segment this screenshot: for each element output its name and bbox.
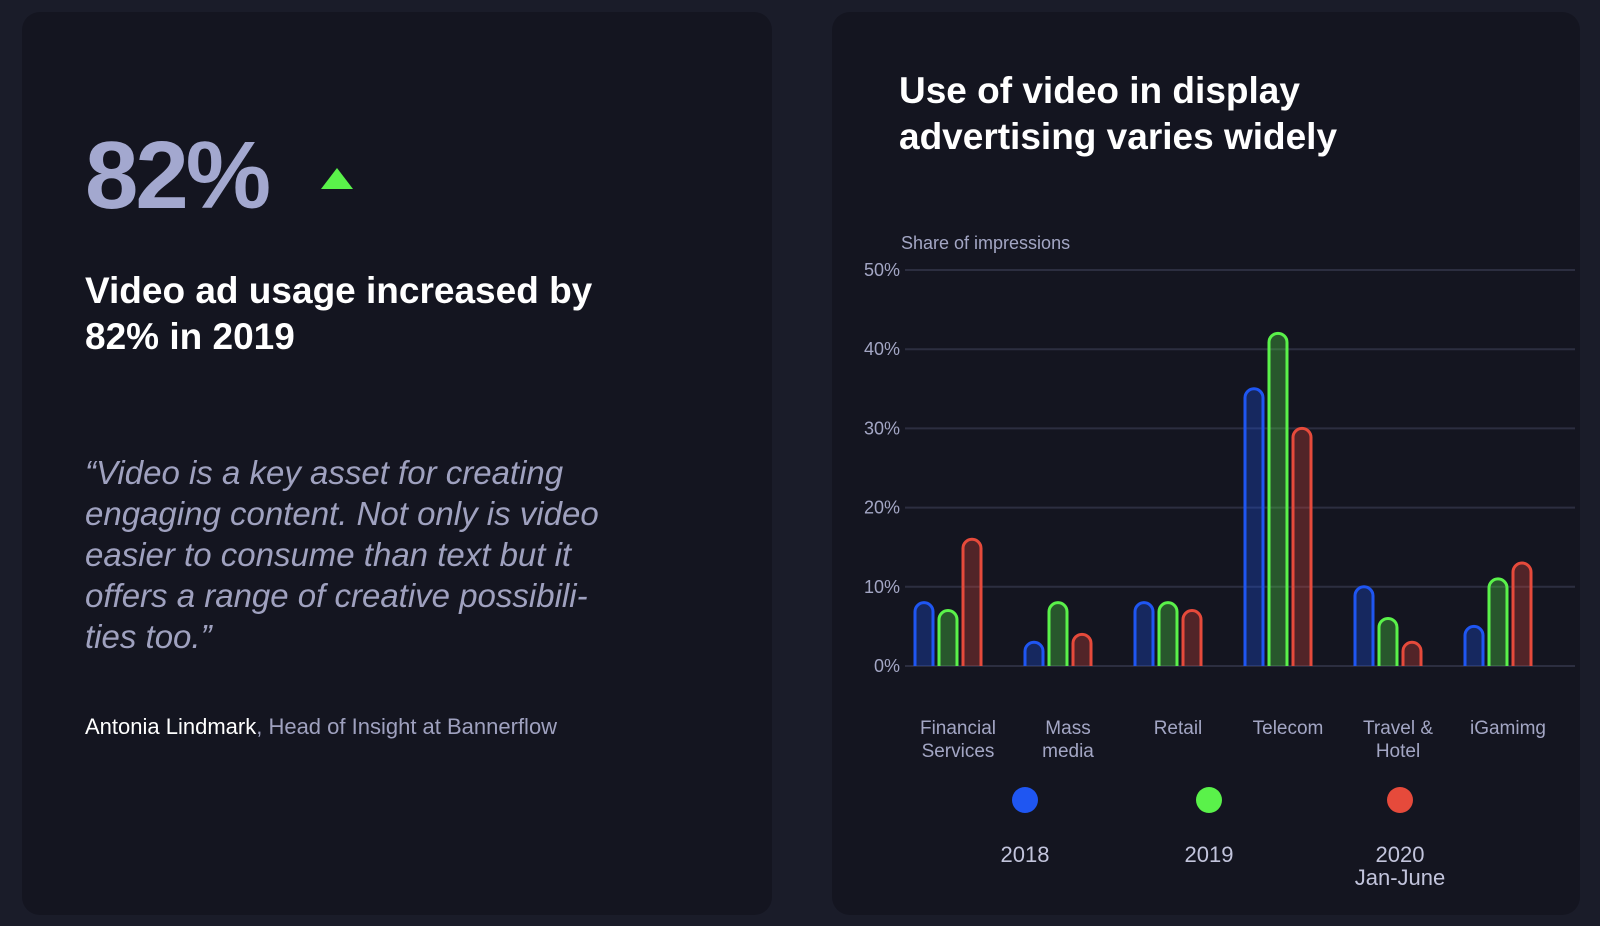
- legend-dot: [1196, 787, 1222, 813]
- category-label: Telecom: [1253, 718, 1324, 739]
- bar: [961, 537, 983, 666]
- bar: [1243, 387, 1265, 666]
- bar: [1047, 601, 1069, 666]
- bar: [1181, 609, 1203, 666]
- category-label: Retail: [1154, 718, 1203, 739]
- bar: [1377, 616, 1399, 666]
- chart-title: Use of video in display advertising vari…: [899, 70, 1338, 157]
- attribution: Antonia Lindmark, Head of Insight at Ban…: [85, 714, 557, 740]
- bar: [1401, 640, 1423, 666]
- bar: [1133, 601, 1155, 666]
- category-label: iGamimg: [1470, 718, 1546, 739]
- y-tick-label: 0%: [874, 656, 900, 676]
- category-label: Travel & Hotel: [1363, 718, 1433, 762]
- bar: [1511, 561, 1533, 666]
- legend-label: 2019: [1184, 842, 1234, 867]
- y-axis-label: Share of impressions: [901, 233, 1070, 253]
- legend-label: 2018: [1000, 842, 1050, 867]
- legend-label: 2020 Jan-June: [1354, 842, 1446, 890]
- bar: [1291, 426, 1313, 666]
- y-tick-label: 50%: [864, 260, 900, 280]
- bar: [1157, 601, 1179, 666]
- bar: [1487, 577, 1509, 666]
- legend-dot: [1012, 787, 1038, 813]
- y-tick-label: 10%: [864, 577, 900, 597]
- quote: “Video is a key asset for creating engag…: [85, 454, 599, 655]
- bar: [1023, 640, 1045, 666]
- category-label: Mass media: [1042, 718, 1094, 762]
- bar: [1353, 585, 1375, 666]
- bar: [913, 601, 935, 666]
- chart-card: [832, 12, 1580, 915]
- category-label: Financial Services: [920, 718, 996, 762]
- big-stat-value: 82%: [85, 122, 271, 229]
- bar: [937, 609, 959, 666]
- headline: Video ad usage increased by 82% in 2019: [85, 270, 593, 357]
- up-arrow-icon: [321, 168, 353, 189]
- legend-item: 2019: [1149, 787, 1269, 866]
- attribution-role: , Head of Insight at Bannerflow: [256, 714, 558, 739]
- legend-dot: [1387, 787, 1413, 813]
- bar: [1463, 624, 1485, 666]
- stat-card: [22, 12, 772, 915]
- y-tick-label: 40%: [864, 339, 900, 359]
- bar: [1071, 632, 1093, 666]
- legend-item: 2020 Jan-June: [1340, 787, 1460, 889]
- legend-item: 2018: [965, 787, 1085, 866]
- attribution-name: Antonia Lindmark: [85, 714, 257, 739]
- bar: [1267, 331, 1289, 666]
- y-tick-label: 20%: [864, 498, 900, 518]
- y-tick-label: 30%: [864, 418, 900, 438]
